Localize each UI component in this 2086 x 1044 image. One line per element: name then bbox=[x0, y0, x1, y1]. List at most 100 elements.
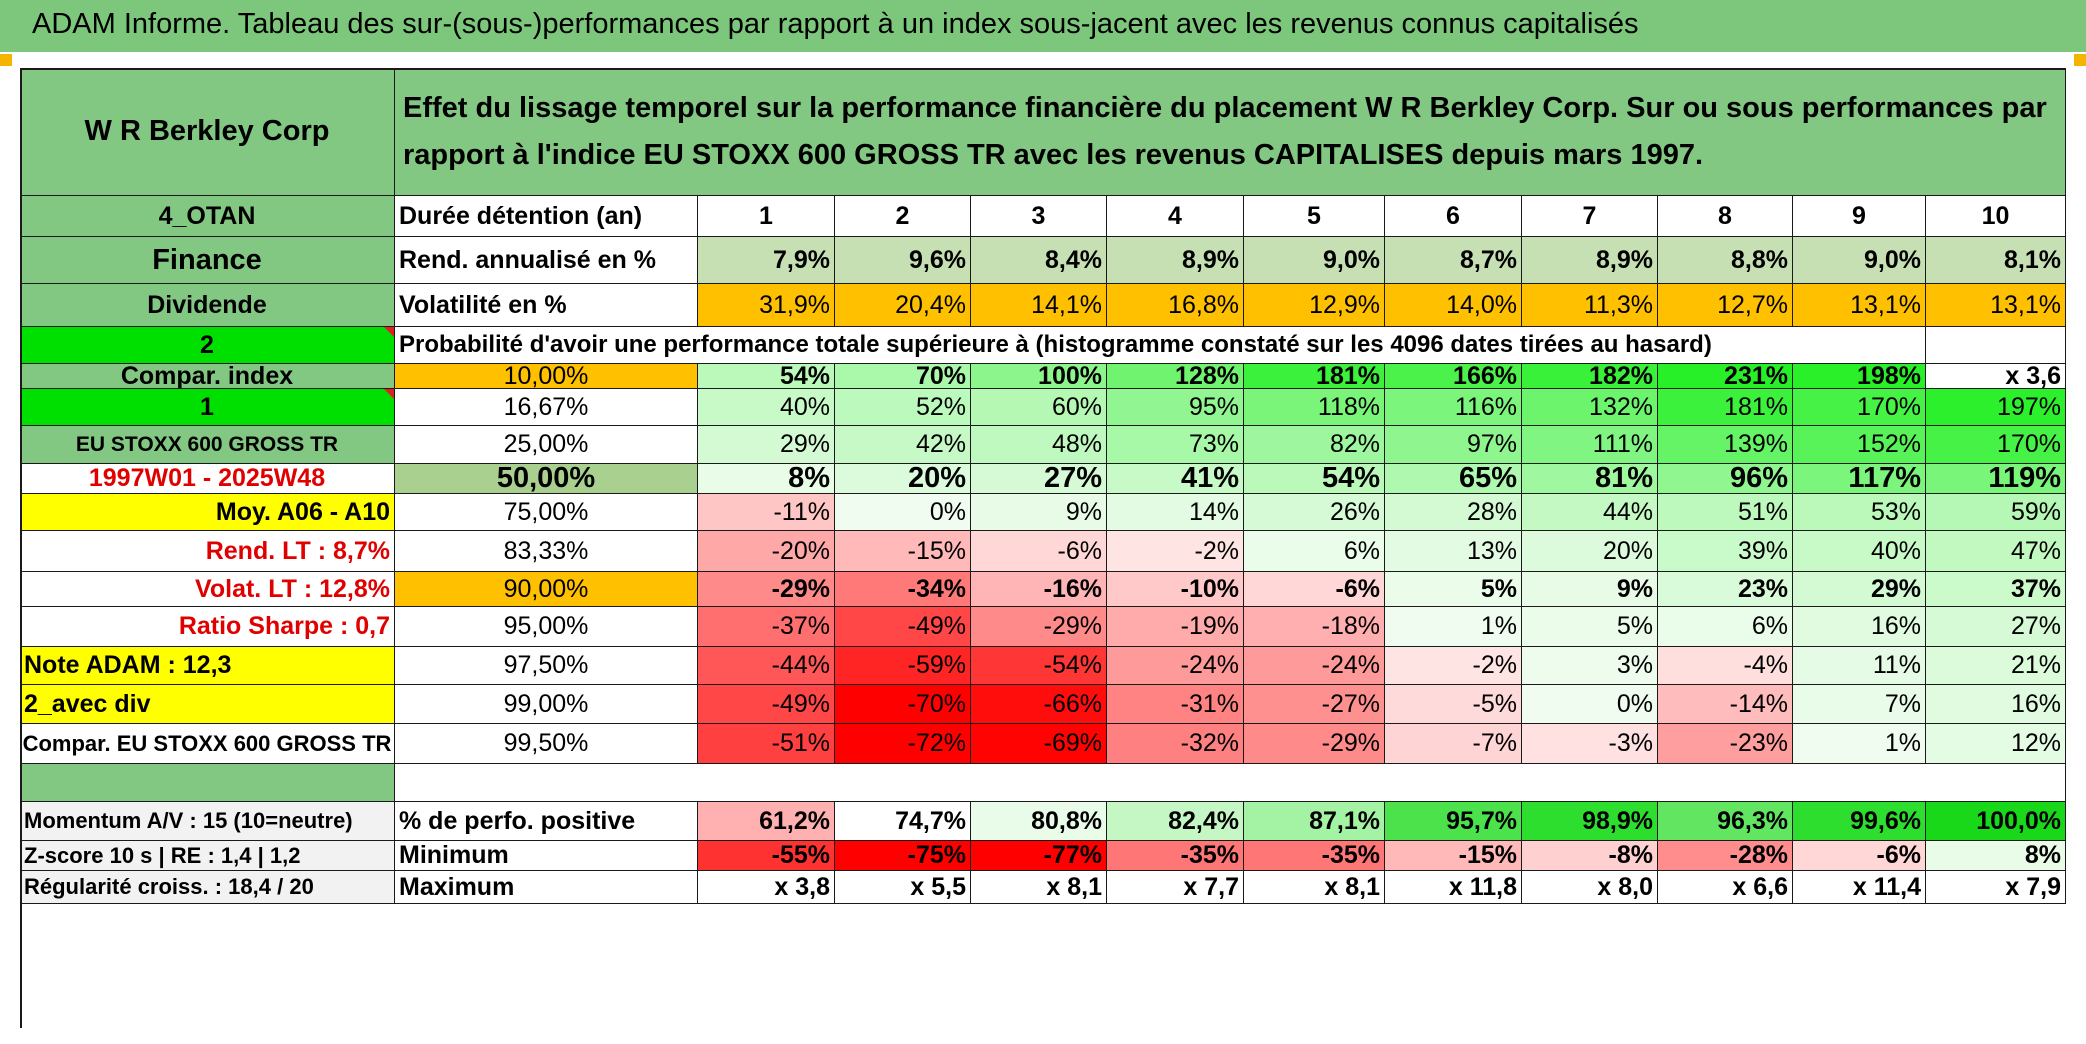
rend-value: 8,9% bbox=[1107, 237, 1244, 284]
sharpe-label: Ratio Sharpe : 0,7 bbox=[20, 607, 395, 647]
percentile-value: 152% bbox=[1793, 426, 1926, 464]
year-header: 7 bbox=[1522, 196, 1658, 237]
percentile-value: -44% bbox=[698, 647, 835, 685]
minimum-value: -55% bbox=[698, 841, 835, 871]
year-header: 10 bbox=[1926, 196, 2066, 237]
year-header: 8 bbox=[1658, 196, 1793, 237]
percentile-value: -49% bbox=[698, 685, 835, 724]
percentile-value: -31% bbox=[1107, 685, 1244, 724]
percentile-value: 0% bbox=[1522, 685, 1658, 724]
percentile-value: -11% bbox=[698, 494, 835, 531]
performance-table: W R Berkley Corp Effet du lissage tempore… bbox=[20, 68, 2066, 1028]
percentile-value: -24% bbox=[1107, 647, 1244, 685]
percentile-value: -54% bbox=[971, 647, 1107, 685]
percentile-value: 27% bbox=[1926, 607, 2066, 647]
percentile-label: 97,50% bbox=[395, 647, 698, 685]
percentile-value: 20% bbox=[1522, 531, 1658, 572]
percentile-value: 39% bbox=[1658, 531, 1793, 572]
percentile-value: -49% bbox=[835, 607, 971, 647]
percentile-value: 97% bbox=[1385, 426, 1522, 464]
minimum-value: -77% bbox=[971, 841, 1107, 871]
year-header: 6 bbox=[1385, 196, 1522, 237]
percentile-value: -51% bbox=[698, 724, 835, 764]
volat-value: 12,7% bbox=[1658, 284, 1793, 327]
percentile-value: 9% bbox=[1522, 572, 1658, 607]
percentile-value: 53% bbox=[1793, 494, 1926, 531]
percentile-value: -69% bbox=[971, 724, 1107, 764]
percentile-label: 50,00% bbox=[395, 464, 698, 494]
percentile-value: x 3,6 bbox=[1926, 364, 2066, 389]
percentile-value: 29% bbox=[698, 426, 835, 464]
volat-value: 13,1% bbox=[1926, 284, 2066, 327]
percentile-value: -29% bbox=[698, 572, 835, 607]
rend-value: 8,1% bbox=[1926, 237, 2066, 284]
percentile-value: 73% bbox=[1107, 426, 1244, 464]
percentile-value: 181% bbox=[1658, 389, 1793, 426]
spacer-cell bbox=[395, 764, 2066, 802]
maximum-value: x 3,8 bbox=[698, 871, 835, 904]
percentile-value: 27% bbox=[971, 464, 1107, 494]
percentile-label: 16,67% bbox=[395, 389, 698, 426]
percentile-label: 95,00% bbox=[395, 607, 698, 647]
compar-full-label: Compar. EU STOXX 600 GROSS TR bbox=[20, 724, 395, 764]
percentile-value: -59% bbox=[835, 647, 971, 685]
percentile-value: -19% bbox=[1107, 607, 1244, 647]
percentile-value: 40% bbox=[698, 389, 835, 426]
perfo-pos-value: 87,1% bbox=[1244, 802, 1385, 841]
momentum-label: Momentum A/V : 15 (10=neutre) bbox=[20, 802, 395, 841]
percentile-value: 59% bbox=[1926, 494, 2066, 531]
proba-label: Probabilité d'avoir une performance tota… bbox=[395, 327, 1926, 364]
percentile-value: -15% bbox=[835, 531, 971, 572]
percentile-value: 21% bbox=[1926, 647, 2066, 685]
maximum-value: x 11,8 bbox=[1385, 871, 1522, 904]
perfo-pos-value: 100,0% bbox=[1926, 802, 2066, 841]
year-header: 2 bbox=[835, 196, 971, 237]
percentile-value: 5% bbox=[1385, 572, 1522, 607]
percentile-value: 54% bbox=[1244, 464, 1385, 494]
perfo-pos-value: 95,7% bbox=[1385, 802, 1522, 841]
percentile-value: -24% bbox=[1244, 647, 1385, 685]
duree-label: Durée détention (an) bbox=[395, 196, 698, 237]
percentile-value: 11% bbox=[1793, 647, 1926, 685]
maximum-value: x 5,5 bbox=[835, 871, 971, 904]
percentile-label: 99,00% bbox=[395, 685, 698, 724]
percentile-value: 70% bbox=[835, 364, 971, 389]
percentile-value: 3% bbox=[1522, 647, 1658, 685]
percentile-value: 65% bbox=[1385, 464, 1522, 494]
perfo-pos-label: % de perfo. positive bbox=[395, 802, 698, 841]
percentile-value: 6% bbox=[1658, 607, 1793, 647]
regularite-label: Régularité croiss. : 18,4 / 20 bbox=[20, 871, 395, 904]
volat-value: 14,0% bbox=[1385, 284, 1522, 327]
percentile-value: 128% bbox=[1107, 364, 1244, 389]
perfo-pos-value: 98,9% bbox=[1522, 802, 1658, 841]
perfo-pos-value: 80,8% bbox=[971, 802, 1107, 841]
percentile-value: 28% bbox=[1385, 494, 1522, 531]
avec-div-label: 2_avec div bbox=[20, 685, 395, 724]
percentile-value: 8% bbox=[698, 464, 835, 494]
perfo-pos-value: 74,7% bbox=[835, 802, 971, 841]
minimum-value: -8% bbox=[1522, 841, 1658, 871]
rend-value: 9,6% bbox=[835, 237, 971, 284]
percentile-value: 16% bbox=[1793, 607, 1926, 647]
minimum-value: -35% bbox=[1244, 841, 1385, 871]
maximum-value: x 6,6 bbox=[1658, 871, 1793, 904]
comment-indicator bbox=[384, 327, 394, 337]
percentile-value: 5% bbox=[1522, 607, 1658, 647]
rend-value: 8,9% bbox=[1522, 237, 1658, 284]
percentile-value: -34% bbox=[835, 572, 971, 607]
volat-value: 31,9% bbox=[698, 284, 835, 327]
report-title: ADAM Informe. Tableau des sur-(sous-)per… bbox=[32, 8, 1639, 40]
type-label: Dividende bbox=[20, 284, 395, 327]
percentile-value: -29% bbox=[971, 607, 1107, 647]
percentile-value: 1% bbox=[1793, 724, 1926, 764]
percentile-value: 181% bbox=[1244, 364, 1385, 389]
minimum-value: 8% bbox=[1926, 841, 2066, 871]
percentile-value: 26% bbox=[1244, 494, 1385, 531]
rend-value: 8,7% bbox=[1385, 237, 1522, 284]
volat-value: 13,1% bbox=[1793, 284, 1926, 327]
perfo-pos-value: 82,4% bbox=[1107, 802, 1244, 841]
minimum-value: -15% bbox=[1385, 841, 1522, 871]
maximum-value: x 7,9 bbox=[1926, 871, 2066, 904]
percentile-value: 23% bbox=[1658, 572, 1793, 607]
perfo-pos-value: 96,3% bbox=[1658, 802, 1793, 841]
